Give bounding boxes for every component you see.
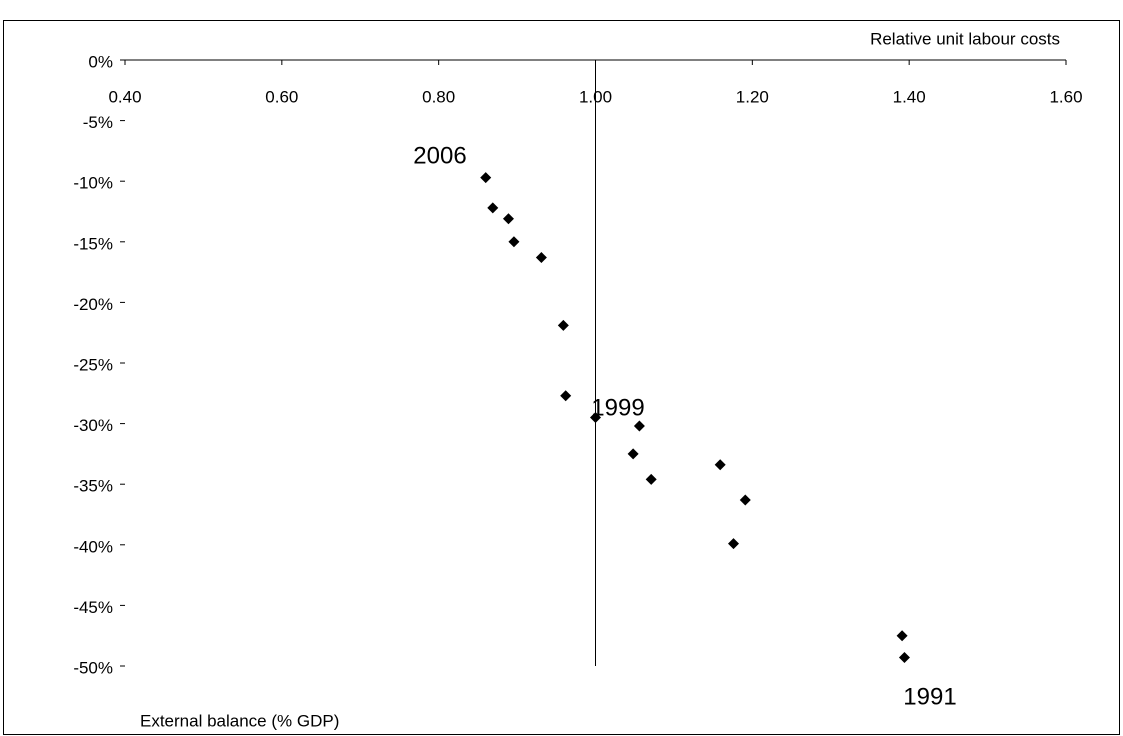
point xyxy=(557,319,569,331)
y-tick-label: -30% xyxy=(73,416,113,435)
x-tick-label: 0.80 xyxy=(422,87,455,106)
point xyxy=(898,652,910,664)
annotation: 1991 xyxy=(903,683,956,710)
y-tick-label: 0% xyxy=(88,52,113,71)
point xyxy=(728,538,740,550)
x-tick-label: 1.40 xyxy=(893,87,926,106)
annotation: 1999 xyxy=(591,394,644,421)
y-tick-label: -50% xyxy=(73,658,113,677)
y-tick-label: -40% xyxy=(73,537,113,556)
x-tick-label: 0.40 xyxy=(108,87,141,106)
chart-border xyxy=(3,20,1120,735)
point xyxy=(508,236,520,248)
y-tick-label: -10% xyxy=(73,174,113,193)
point xyxy=(535,252,547,264)
point xyxy=(560,390,572,402)
y-tick-label: -25% xyxy=(73,355,113,374)
point xyxy=(480,172,492,184)
point xyxy=(487,202,499,214)
point xyxy=(714,459,726,471)
point xyxy=(502,213,514,225)
y-axis-label: External balance (% GDP) xyxy=(140,711,339,730)
point xyxy=(590,412,601,424)
point xyxy=(739,494,751,506)
y-tick-label: -45% xyxy=(73,598,113,617)
y-tick-label: -20% xyxy=(73,295,113,314)
x-axis-label: Relative unit labour costs xyxy=(870,29,1060,48)
point xyxy=(633,420,645,432)
y-tick-label: -5% xyxy=(83,113,113,132)
point xyxy=(627,448,639,460)
x-tick-label: 1.20 xyxy=(736,87,769,106)
y-tick-label: -15% xyxy=(73,234,113,253)
point xyxy=(896,630,908,642)
annotation: 2006 xyxy=(413,142,466,169)
x-tick-label: 0.60 xyxy=(265,87,298,106)
point xyxy=(645,473,657,485)
y-tick-label: -35% xyxy=(73,477,113,496)
x-tick-label: 1.60 xyxy=(1049,87,1082,106)
